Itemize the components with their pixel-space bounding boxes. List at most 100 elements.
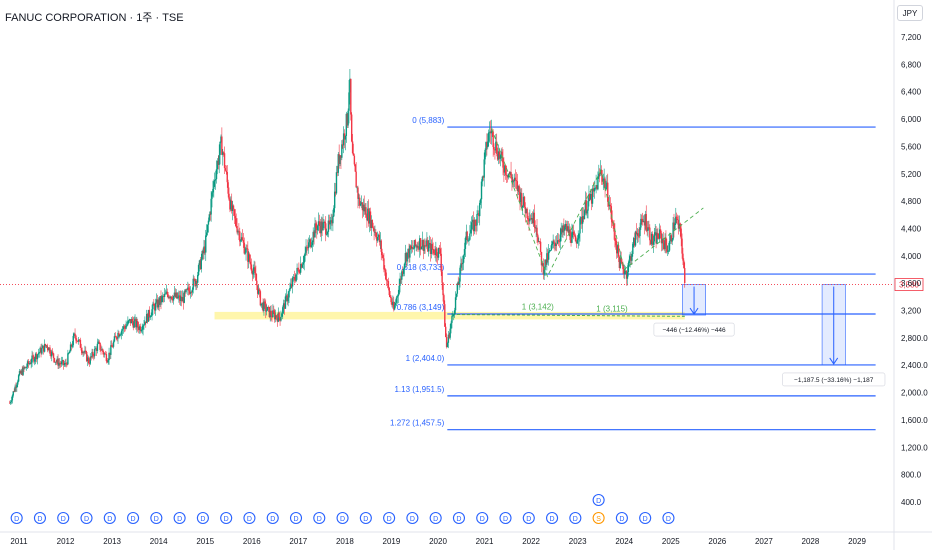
dividend-event-circle[interactable] xyxy=(103,511,116,525)
dividend-event-circle[interactable] xyxy=(546,511,559,525)
dividend-event-circle[interactable] xyxy=(406,511,419,525)
candle-body xyxy=(111,345,113,347)
candle-body xyxy=(77,340,79,342)
dividend-event-circle[interactable] xyxy=(57,511,70,525)
candle-body xyxy=(195,281,197,286)
candle-body xyxy=(525,208,527,214)
candle-body xyxy=(52,353,55,359)
candle-body xyxy=(263,301,265,311)
candle-body xyxy=(625,270,628,279)
candle-body xyxy=(656,232,658,244)
candle-body xyxy=(429,242,432,254)
candle-body xyxy=(347,110,349,126)
candle-body xyxy=(149,316,151,318)
dividend-event-circle[interactable] xyxy=(615,511,628,525)
candle-body xyxy=(145,321,147,324)
dividend-event-circle[interactable] xyxy=(429,511,442,525)
candle-body xyxy=(154,305,156,311)
candle-body xyxy=(400,278,402,280)
candle-body xyxy=(305,247,307,253)
dividend-event-label: D xyxy=(14,516,19,523)
candle-body xyxy=(224,168,227,171)
candle-body xyxy=(23,367,25,369)
split-event-circle[interactable] xyxy=(592,511,605,525)
candle-body xyxy=(448,334,450,338)
currency-badge[interactable]: JPY xyxy=(897,5,923,21)
candle-body xyxy=(117,332,119,339)
dividend-event-circle[interactable] xyxy=(336,511,349,525)
candle-body xyxy=(145,313,148,324)
dividend-event-circle[interactable] xyxy=(33,511,47,525)
candle-body xyxy=(484,149,486,160)
pattern-trendline[interactable] xyxy=(491,128,704,278)
candle-body xyxy=(133,321,135,328)
candle-body xyxy=(88,362,91,364)
candle-body xyxy=(556,240,559,244)
candle-body xyxy=(325,234,328,236)
candle-body xyxy=(252,270,254,275)
dividend-event-circle[interactable] xyxy=(220,511,233,525)
dividend-event-circle[interactable] xyxy=(80,511,93,525)
candle-body xyxy=(470,222,473,230)
dividend-event-circle[interactable] xyxy=(359,511,372,525)
candle-body xyxy=(443,295,445,305)
dividend-event-circle[interactable] xyxy=(569,511,582,525)
measure-arrow-head xyxy=(689,307,699,315)
dividend-event-circle[interactable] xyxy=(476,511,489,525)
candle-body xyxy=(183,291,185,303)
candle-body xyxy=(360,202,363,204)
candle-body xyxy=(467,239,469,241)
candle-body xyxy=(326,231,329,235)
candle-body xyxy=(483,159,485,178)
candle-body xyxy=(377,234,380,238)
candle-body xyxy=(651,233,654,245)
candle-body xyxy=(506,175,509,178)
dividend-event-circle[interactable] xyxy=(266,511,279,525)
candle-body xyxy=(444,304,446,327)
candle-body xyxy=(235,218,237,227)
candle-body xyxy=(432,248,434,250)
dividend-event-circle[interactable] xyxy=(499,511,512,525)
dividend-event-circle[interactable] xyxy=(639,511,652,525)
candle-body xyxy=(29,363,31,364)
candle-body xyxy=(93,355,95,357)
candle-body xyxy=(585,200,587,214)
dividend-event-circle[interactable] xyxy=(662,511,675,525)
candle-body xyxy=(589,194,591,200)
dividend-event-circle[interactable] xyxy=(173,511,186,525)
candle-body xyxy=(471,219,474,223)
candle-body xyxy=(647,227,649,231)
candle-body xyxy=(131,318,134,323)
candle-body xyxy=(169,296,171,299)
candle-body xyxy=(609,204,612,207)
candle-body xyxy=(409,245,411,258)
candle-body xyxy=(359,197,361,206)
candle-body xyxy=(500,151,502,156)
dividend-event-circle[interactable] xyxy=(313,511,326,525)
candle-body xyxy=(228,193,230,200)
dividend-event-label: D xyxy=(270,516,275,523)
dividend-event-circle[interactable] xyxy=(196,511,209,525)
dividend-event-circle[interactable] xyxy=(592,493,605,507)
dividend-event-circle[interactable] xyxy=(452,511,466,525)
dividend-event-circle[interactable] xyxy=(10,511,23,525)
candle-body xyxy=(204,246,206,253)
dividend-event-circle[interactable] xyxy=(127,511,140,525)
candle-body xyxy=(259,291,262,306)
candle-body xyxy=(47,347,49,351)
candle-body xyxy=(198,260,201,266)
candle-body xyxy=(170,296,172,299)
x-tick-label: 2019 xyxy=(383,537,401,546)
candle-body xyxy=(557,240,560,242)
candle-body xyxy=(67,353,69,365)
candle-body xyxy=(650,233,653,245)
dividend-event-circle[interactable] xyxy=(289,511,303,525)
support-zone[interactable] xyxy=(214,311,685,320)
dividend-event-circle[interactable] xyxy=(522,511,535,525)
candle-body xyxy=(603,178,605,180)
candle-body xyxy=(438,247,441,249)
dividend-event-circle[interactable] xyxy=(383,511,396,525)
dividend-event-circle[interactable] xyxy=(243,511,256,525)
dividend-event-circle[interactable] xyxy=(150,511,163,525)
